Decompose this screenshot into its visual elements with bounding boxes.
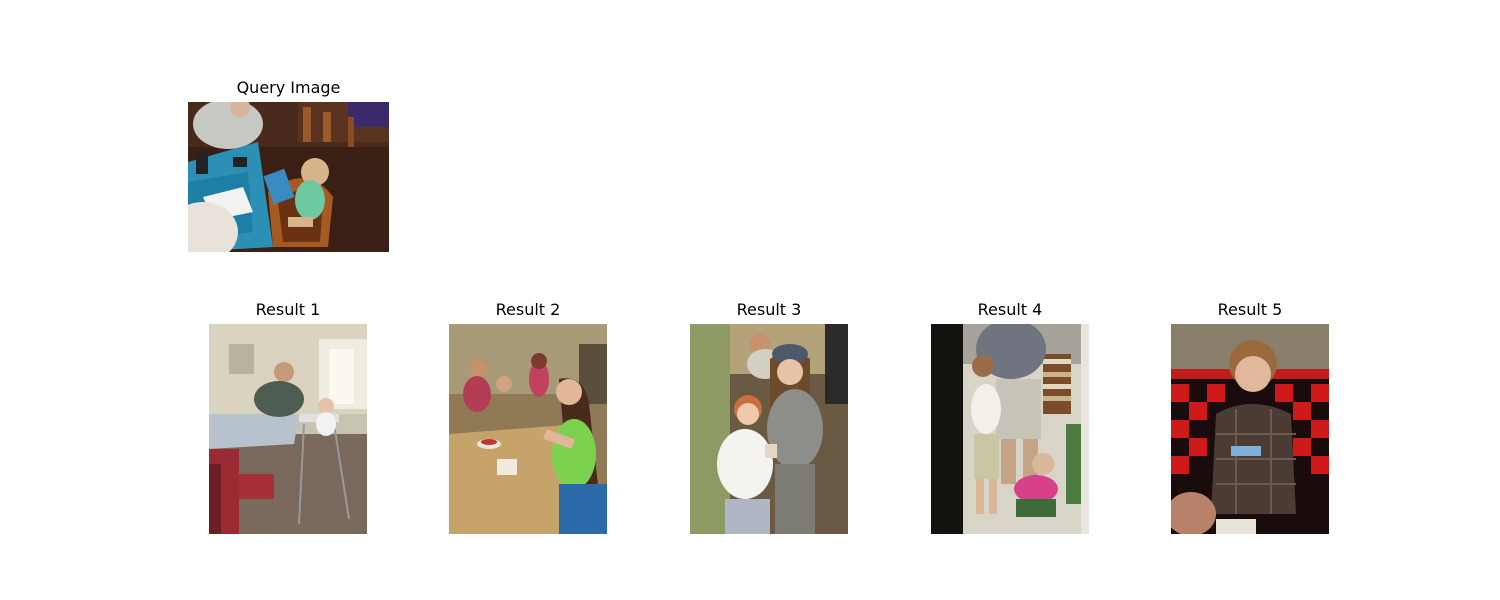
result-4-title: Result 4 [977,300,1043,319]
result-3-image [690,324,848,534]
query-image-title: Query Image [236,78,341,97]
result-4-image [931,324,1089,534]
result-2-image [449,324,607,534]
result-5-title: Result 5 [1217,300,1283,319]
result-5-image [1171,324,1329,534]
result-2-title: Result 2 [495,300,561,319]
query-image [188,102,389,252]
result-1-title: Result 1 [255,300,321,319]
result-1-image [209,324,367,534]
result-3-title: Result 3 [736,300,802,319]
